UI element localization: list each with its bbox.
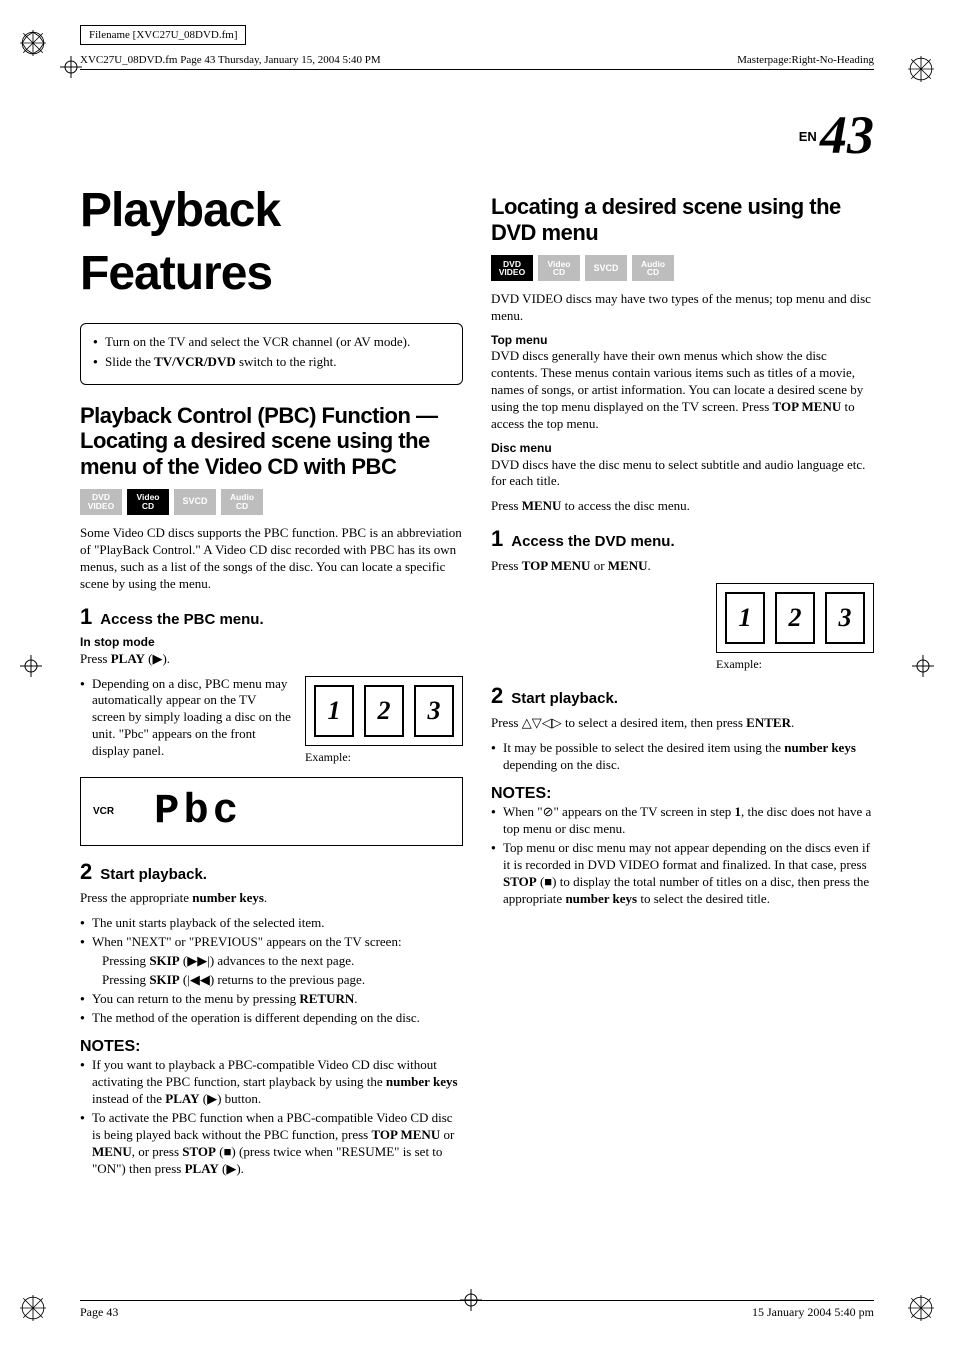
sub-heading: Top menu (491, 333, 874, 349)
section-title: Playback Control (PBC) Function — Locati… (80, 403, 463, 479)
sub-heading: Disc menu (491, 441, 874, 457)
crop-mark-icon (60, 56, 82, 78)
page-number: EN 43 (80, 100, 874, 170)
notes-heading: NOTES: (80, 1037, 463, 1058)
registration-mark-icon (908, 56, 934, 82)
badge-video-cd: VideoCD (538, 255, 580, 281)
pbc-display-text: Pbc (154, 784, 242, 839)
step-heading: 2 Start playback. (80, 858, 463, 887)
body-text: DVD discs generally have their own menus… (491, 348, 874, 432)
crop-mark-icon (912, 655, 934, 677)
bullet-sub: Pressing SKIP (|◀◀) returns to the previ… (80, 972, 463, 989)
crop-mark-icon (20, 655, 42, 677)
body-text: Some Video CD discs supports the PBC fun… (80, 525, 463, 593)
document-page: Filename [XVC27U_08DVD.fm] XVC27U_08DVD.… (0, 0, 954, 1351)
bullet: You can return to the menu by pressing R… (80, 991, 463, 1008)
bullet: The unit starts playback of the selected… (80, 915, 463, 932)
body-text: DVD discs have the disc menu to select s… (491, 457, 874, 491)
registration-mark-icon (20, 1295, 46, 1321)
example-label: Example: (716, 657, 874, 673)
header-left-text: XVC27U_08DVD.fm Page 43 Thursday, Januar… (80, 53, 381, 67)
header-right-text: Masterpage:Right-No-Heading (737, 53, 874, 67)
vcr-label: VCR (93, 805, 114, 818)
example-label: Example: (305, 750, 463, 766)
step-heading: 1 Access the DVD menu. (491, 525, 874, 554)
badge-dvd-video: DVDVIDEO (491, 255, 533, 281)
intro-bullet: Slide the TV/VCR/DVD switch to the right… (93, 354, 450, 371)
format-badges: DVDVIDEO VideoCD SVCD AudioCD (491, 255, 874, 281)
badge-audio-cd: AudioCD (632, 255, 674, 281)
left-column: Playback Features Turn on the TV and sel… (80, 180, 463, 1179)
badge-audio-cd: AudioCD (221, 489, 263, 515)
note-bullet: If you want to playback a PBC-compatible… (80, 1057, 463, 1108)
page-en-label: EN (799, 129, 817, 144)
filename-label: Filename [XVC27U_08DVD.fm] (80, 25, 246, 45)
example-cell: 3 (825, 592, 865, 644)
sub-heading: In stop mode (80, 635, 463, 651)
bullet: It may be possible to select the desired… (491, 740, 874, 774)
footer-left: Page 43 (80, 1305, 118, 1321)
example-menu-graphic: 1 2 3 (305, 676, 463, 746)
body-text: Press PLAY (▶). (80, 651, 463, 668)
body-text: Press the appropriate number keys. (80, 890, 463, 907)
vcr-display: VCR Pbc (80, 777, 463, 846)
page-number-value: 43 (820, 105, 874, 165)
example-menu-graphic: 1 2 3 (716, 583, 874, 653)
footer-right: 15 January 2004 5:40 pm (752, 1305, 874, 1321)
badge-video-cd: VideoCD (127, 489, 169, 515)
example-cell: 1 (314, 685, 354, 737)
notes-heading: NOTES: (491, 784, 874, 805)
body-text: Press △▽◁▷ to select a desired item, the… (491, 715, 874, 732)
step-heading: 2 Start playback. (491, 682, 874, 711)
bullet-sub: Pressing SKIP (▶▶|) advances to the next… (80, 953, 463, 970)
example-cell: 2 (775, 592, 815, 644)
main-title: Playback Features (80, 180, 463, 305)
registration-mark-icon (908, 1295, 934, 1321)
registration-mark-icon (20, 30, 46, 56)
body-text: Press TOP MENU or MENU. (491, 558, 874, 575)
bullet: When "NEXT" or "PREVIOUS" appears on the… (80, 934, 463, 951)
example-cell: 2 (364, 685, 404, 737)
example-cell: 1 (725, 592, 765, 644)
note-bullet: To activate the PBC function when a PBC-… (80, 1110, 463, 1178)
page-footer: Page 43 15 January 2004 5:40 pm (80, 1300, 874, 1321)
example-cell: 3 (414, 685, 454, 737)
body-text: Press MENU to access the disc menu. (491, 498, 874, 515)
badge-svcd: SVCD (585, 255, 627, 281)
intro-box: Turn on the TV and select the VCR channe… (80, 323, 463, 385)
intro-bullet: Turn on the TV and select the VCR channe… (93, 334, 450, 351)
step-heading: 1 Access the PBC menu. (80, 603, 463, 632)
page-header: XVC27U_08DVD.fm Page 43 Thursday, Januar… (80, 53, 874, 70)
badge-svcd: SVCD (174, 489, 216, 515)
section-title: Locating a desired scene using the DVD m… (491, 194, 874, 245)
bullet: Depending on a disc, PBC menu may automa… (80, 676, 291, 760)
body-text: DVD VIDEO discs may have two types of th… (491, 291, 874, 325)
bullet: The method of the operation is different… (80, 1010, 463, 1027)
note-bullet: When "⊘" appears on the TV screen in ste… (491, 804, 874, 838)
note-bullet: Top menu or disc menu may not appear dep… (491, 840, 874, 908)
format-badges: DVDVIDEO VideoCD SVCD AudioCD (80, 489, 463, 515)
badge-dvd-video: DVDVIDEO (80, 489, 122, 515)
right-column: Locating a desired scene using the DVD m… (491, 180, 874, 1179)
